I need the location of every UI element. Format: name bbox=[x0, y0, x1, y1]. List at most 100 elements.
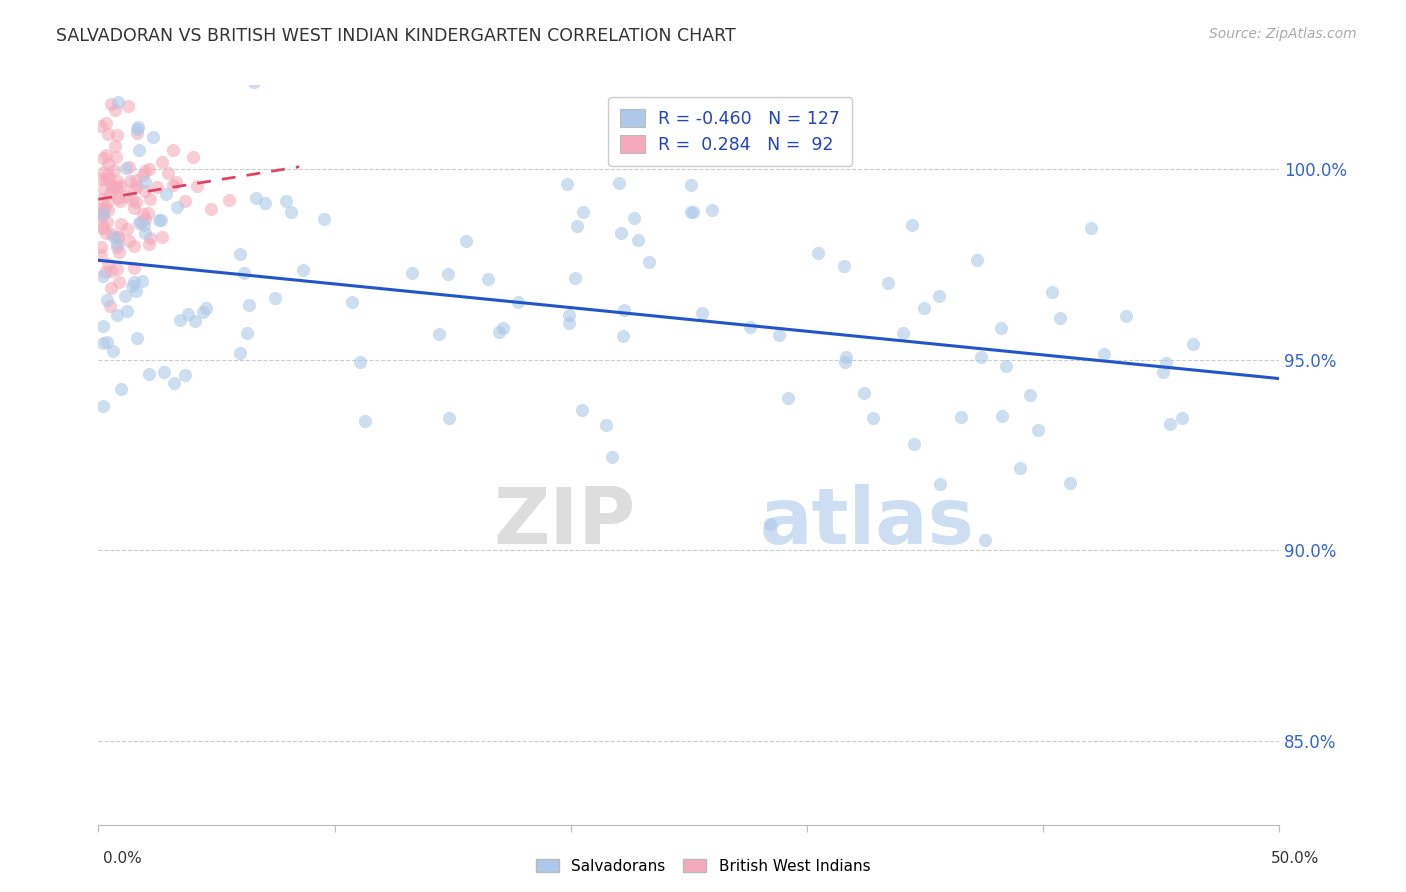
Point bbox=[125, 121, 148, 136]
Point bbox=[96, 203, 118, 218]
Point bbox=[200, 202, 222, 216]
Point bbox=[93, 182, 115, 196]
Point bbox=[292, 262, 315, 277]
Point bbox=[91, 336, 114, 351]
Text: Source: ZipAtlas.com: Source: ZipAtlas.com bbox=[1209, 27, 1357, 41]
Point bbox=[91, 151, 114, 165]
Point bbox=[776, 391, 799, 405]
Point bbox=[132, 218, 155, 232]
Point bbox=[136, 206, 159, 220]
Point bbox=[852, 386, 875, 401]
Point bbox=[1049, 310, 1071, 325]
Point bbox=[118, 160, 141, 174]
Point bbox=[125, 173, 148, 187]
Text: ZIP: ZIP bbox=[494, 483, 636, 559]
Point bbox=[101, 343, 124, 358]
Point bbox=[740, 319, 762, 334]
Point bbox=[1008, 460, 1031, 475]
Point bbox=[96, 257, 118, 271]
Point bbox=[1094, 347, 1116, 361]
Point bbox=[155, 187, 177, 202]
Point bbox=[835, 351, 858, 365]
Point bbox=[120, 174, 142, 188]
Point bbox=[122, 239, 145, 253]
Point bbox=[427, 326, 450, 341]
Point bbox=[995, 359, 1018, 373]
Point bbox=[121, 194, 143, 208]
Point bbox=[105, 180, 128, 194]
Text: 0.0%: 0.0% bbox=[103, 852, 142, 866]
Point bbox=[567, 219, 589, 233]
Point bbox=[90, 221, 112, 235]
Point bbox=[807, 245, 830, 260]
Point bbox=[274, 194, 297, 209]
Point bbox=[174, 194, 197, 208]
Point bbox=[115, 303, 138, 318]
Point bbox=[91, 207, 114, 221]
Point bbox=[508, 295, 530, 310]
Point bbox=[1159, 417, 1181, 431]
Text: atlas: atlas bbox=[759, 483, 974, 559]
Point bbox=[181, 150, 204, 164]
Point bbox=[928, 477, 950, 491]
Point bbox=[90, 240, 112, 254]
Point bbox=[105, 128, 128, 142]
Point bbox=[100, 264, 122, 278]
Point bbox=[107, 308, 129, 322]
Point bbox=[107, 95, 129, 109]
Point bbox=[139, 193, 162, 207]
Point bbox=[242, 75, 264, 89]
Point bbox=[90, 172, 112, 186]
Point bbox=[768, 328, 790, 343]
Point bbox=[595, 418, 617, 433]
Point bbox=[103, 230, 125, 244]
Point bbox=[1018, 388, 1040, 402]
Point bbox=[623, 211, 645, 226]
Point bbox=[105, 240, 128, 254]
Point bbox=[1181, 336, 1204, 351]
Point bbox=[280, 205, 302, 219]
Point bbox=[162, 178, 184, 192]
Point bbox=[90, 202, 112, 216]
Point bbox=[970, 350, 993, 364]
Point bbox=[1080, 221, 1102, 235]
Point bbox=[1115, 310, 1137, 324]
Point bbox=[238, 298, 260, 312]
Point bbox=[97, 168, 120, 182]
Text: SALVADORAN VS BRITISH WEST INDIAN KINDERGARTEN CORRELATION CHART: SALVADORAN VS BRITISH WEST INDIAN KINDER… bbox=[56, 27, 735, 45]
Point bbox=[122, 275, 145, 289]
Point bbox=[115, 222, 138, 236]
Point bbox=[97, 157, 120, 171]
Point bbox=[163, 376, 186, 390]
Point bbox=[104, 138, 127, 153]
Point bbox=[94, 265, 117, 279]
Point bbox=[104, 103, 127, 118]
Point bbox=[98, 299, 121, 313]
Point bbox=[134, 184, 156, 198]
Point bbox=[100, 96, 122, 111]
Point bbox=[612, 302, 634, 317]
Point bbox=[177, 307, 200, 321]
Point bbox=[437, 411, 460, 425]
Point bbox=[139, 231, 162, 245]
Point bbox=[150, 212, 173, 227]
Point bbox=[492, 321, 515, 335]
Point bbox=[834, 355, 856, 369]
Point bbox=[169, 313, 191, 327]
Point bbox=[94, 147, 117, 161]
Point bbox=[991, 409, 1014, 423]
Point bbox=[254, 196, 277, 211]
Point bbox=[90, 207, 112, 221]
Point bbox=[129, 215, 152, 229]
Point bbox=[128, 217, 150, 231]
Point bbox=[1059, 476, 1081, 491]
Point bbox=[101, 227, 124, 241]
Point bbox=[94, 172, 117, 186]
Point bbox=[121, 278, 143, 293]
Point bbox=[148, 212, 170, 227]
Point bbox=[264, 291, 287, 305]
Point bbox=[702, 202, 724, 217]
Point bbox=[100, 280, 122, 294]
Point bbox=[110, 194, 132, 209]
Point bbox=[105, 174, 128, 188]
